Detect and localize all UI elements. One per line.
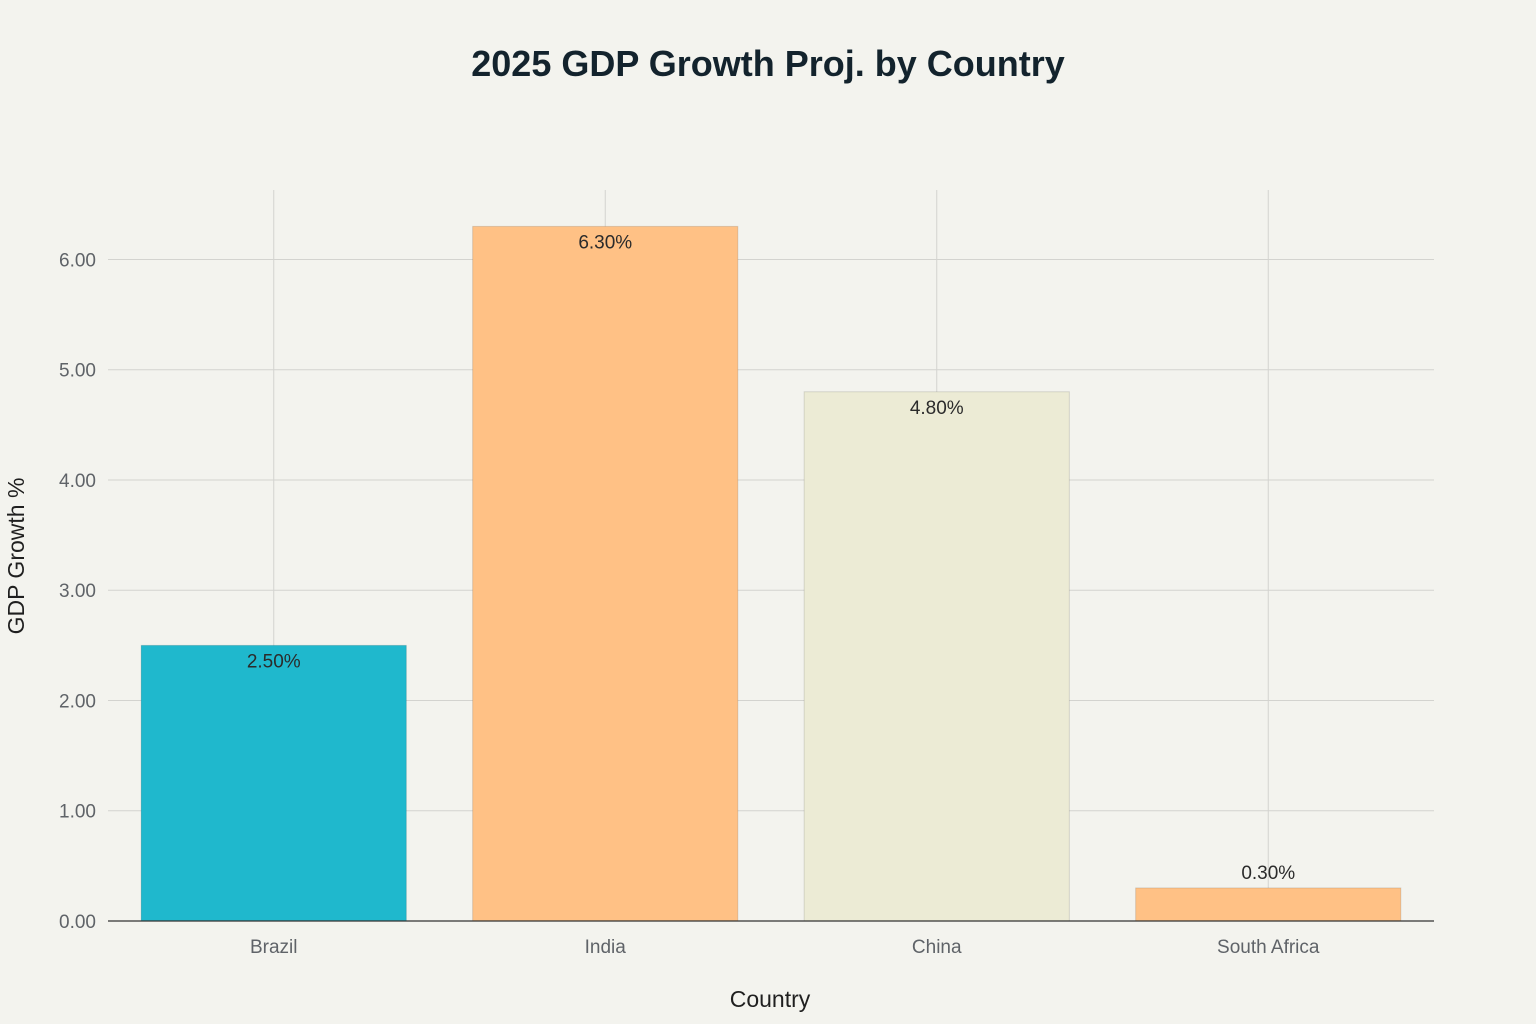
data-label: 2.50%	[247, 651, 301, 672]
bars: 2.50% 6.30% 4.80% 0.30%	[140, 225, 1402, 922]
y-axis-ticks: 0.00 1.00 2.00 3.00 4.00 5.00 6.00	[59, 250, 96, 933]
data-label: 0.30%	[1241, 863, 1295, 884]
x-axis-ticks: Brazil India China South Africa	[250, 937, 1320, 958]
x-tick-label: Brazil	[250, 937, 298, 958]
bar-south-africa	[1135, 887, 1402, 922]
x-axis-title: Country	[730, 986, 811, 1012]
y-tick-label: 2.00	[59, 691, 96, 712]
y-tick-label: 4.00	[59, 471, 96, 492]
y-axis-title: GDP Growth %	[3, 478, 29, 635]
y-tick-label: 6.00	[59, 250, 96, 271]
data-label: 4.80%	[910, 398, 964, 419]
bar-china	[803, 391, 1070, 922]
bar-brazil	[140, 644, 407, 922]
bar-india	[472, 225, 739, 922]
data-label: 6.30%	[578, 232, 632, 253]
y-tick-label: 0.00	[59, 912, 96, 933]
x-tick-label: South Africa	[1217, 937, 1320, 958]
y-tick-label: 1.00	[59, 802, 96, 823]
x-tick-label: India	[585, 937, 627, 958]
chart-title: 2025 GDP Growth Proj. by Country	[471, 43, 1064, 84]
y-tick-label: 5.00	[59, 361, 96, 382]
y-tick-label: 3.00	[59, 581, 96, 602]
x-tick-label: China	[912, 937, 962, 958]
